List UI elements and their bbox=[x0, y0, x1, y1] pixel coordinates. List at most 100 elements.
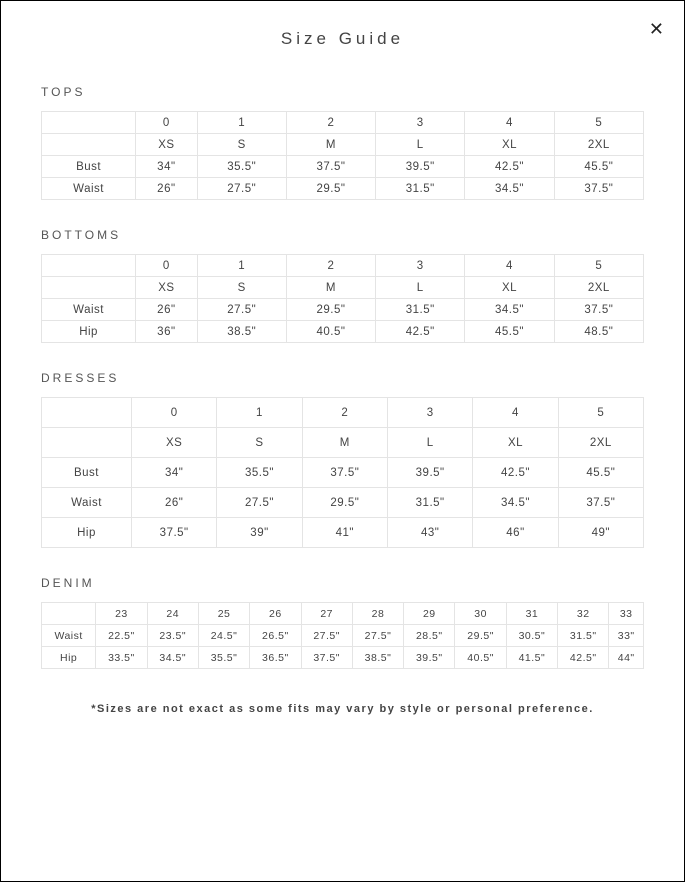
size-cell: 35.5" bbox=[197, 156, 286, 178]
col-size: 2XL bbox=[558, 428, 643, 458]
col-num: 2 bbox=[286, 112, 375, 134]
size-cell: 27.5" bbox=[217, 488, 302, 518]
size-cell: 23.5" bbox=[147, 625, 198, 647]
size-cell: 33" bbox=[609, 625, 644, 647]
size-cell: 31.5" bbox=[376, 178, 465, 200]
size-cell: 37.5" bbox=[286, 156, 375, 178]
size-cell: 28.5" bbox=[404, 625, 455, 647]
col-size: M bbox=[302, 428, 387, 458]
col-num: 0 bbox=[136, 112, 197, 134]
size-cell: 45.5" bbox=[558, 458, 643, 488]
size-cell: 37.5" bbox=[132, 518, 217, 548]
size-cell: 42.5" bbox=[465, 156, 554, 178]
blank-cell bbox=[42, 134, 136, 156]
row-label: Waist bbox=[42, 488, 132, 518]
blank-cell bbox=[42, 112, 136, 134]
size-cell: 40.5" bbox=[286, 321, 375, 343]
size-cell: 48.5" bbox=[554, 321, 643, 343]
section-label-dresses: DRESSES bbox=[41, 371, 644, 385]
col-num: 4 bbox=[465, 112, 554, 134]
size-cell: 42.5" bbox=[558, 647, 609, 669]
col-num: 3 bbox=[376, 112, 465, 134]
col-size: XS bbox=[132, 428, 217, 458]
row-label: Bust bbox=[42, 156, 136, 178]
size-cell: 29.5" bbox=[302, 488, 387, 518]
size-cell: 34" bbox=[132, 458, 217, 488]
col-num: 27 bbox=[301, 603, 352, 625]
col-num: 5 bbox=[554, 255, 643, 277]
size-cell: 31.5" bbox=[387, 488, 472, 518]
size-cell: 35.5" bbox=[198, 647, 249, 669]
section-label-tops: TOPS bbox=[41, 85, 644, 99]
size-cell: 35.5" bbox=[217, 458, 302, 488]
size-cell: 37.5" bbox=[554, 299, 643, 321]
col-num: 3 bbox=[376, 255, 465, 277]
size-cell: 41" bbox=[302, 518, 387, 548]
footnote: *Sizes are not exact as some fits may va… bbox=[41, 703, 644, 715]
blank-cell bbox=[42, 603, 96, 625]
size-cell: 34.5" bbox=[465, 178, 554, 200]
col-size: XS bbox=[136, 277, 197, 299]
size-cell: 45.5" bbox=[554, 156, 643, 178]
size-cell: 42.5" bbox=[376, 321, 465, 343]
col-num: 23 bbox=[96, 603, 147, 625]
col-size: L bbox=[376, 134, 465, 156]
col-num: 4 bbox=[473, 398, 558, 428]
size-cell: 34.5" bbox=[465, 299, 554, 321]
size-cell: 38.5" bbox=[352, 647, 403, 669]
size-cell: 29.5" bbox=[286, 178, 375, 200]
size-cell: 36.5" bbox=[250, 647, 301, 669]
row-label: Waist bbox=[42, 625, 96, 647]
col-size: XL bbox=[465, 277, 554, 299]
size-cell: 39.5" bbox=[404, 647, 455, 669]
modal-title: Size Guide bbox=[41, 29, 644, 49]
size-cell: 37.5" bbox=[301, 647, 352, 669]
size-cell: 39.5" bbox=[376, 156, 465, 178]
close-icon[interactable]: ✕ bbox=[649, 19, 664, 40]
row-label: Hip bbox=[42, 518, 132, 548]
col-num: 25 bbox=[198, 603, 249, 625]
col-num: 24 bbox=[147, 603, 198, 625]
blank-cell bbox=[42, 428, 132, 458]
row-label: Hip bbox=[42, 647, 96, 669]
size-cell: 34.5" bbox=[147, 647, 198, 669]
size-cell: 31.5" bbox=[376, 299, 465, 321]
col-num: 5 bbox=[558, 398, 643, 428]
size-cell: 40.5" bbox=[455, 647, 506, 669]
col-num: 3 bbox=[387, 398, 472, 428]
row-label: Bust bbox=[42, 458, 132, 488]
col-num: 32 bbox=[558, 603, 609, 625]
row-label: Hip bbox=[42, 321, 136, 343]
size-cell: 27.5" bbox=[352, 625, 403, 647]
size-guide-modal: ✕ Size Guide TOPS 012345XSSMLXL2XLBust34… bbox=[0, 0, 685, 882]
section-label-denim: DENIM bbox=[41, 576, 644, 590]
col-size: S bbox=[197, 134, 286, 156]
row-label: Waist bbox=[42, 178, 136, 200]
size-cell: 42.5" bbox=[473, 458, 558, 488]
denim-table: 2324252627282930313233Waist22.5"23.5"24.… bbox=[41, 602, 644, 669]
size-cell: 26" bbox=[132, 488, 217, 518]
col-num: 1 bbox=[217, 398, 302, 428]
col-num: 5 bbox=[554, 112, 643, 134]
size-cell: 26.5" bbox=[250, 625, 301, 647]
col-num: 1 bbox=[197, 112, 286, 134]
size-cell: 26" bbox=[136, 299, 197, 321]
col-size: L bbox=[376, 277, 465, 299]
size-cell: 30.5" bbox=[506, 625, 557, 647]
size-cell: 39" bbox=[217, 518, 302, 548]
size-cell: 37.5" bbox=[558, 488, 643, 518]
size-cell: 45.5" bbox=[465, 321, 554, 343]
col-num: 30 bbox=[455, 603, 506, 625]
size-cell: 29.5" bbox=[286, 299, 375, 321]
size-cell: 46" bbox=[473, 518, 558, 548]
col-num: 2 bbox=[286, 255, 375, 277]
tops-table: 012345XSSMLXL2XLBust34"35.5"37.5"39.5"42… bbox=[41, 111, 644, 200]
size-cell: 27.5" bbox=[197, 178, 286, 200]
col-size: S bbox=[197, 277, 286, 299]
col-num: 2 bbox=[302, 398, 387, 428]
size-cell: 27.5" bbox=[197, 299, 286, 321]
col-num: 1 bbox=[197, 255, 286, 277]
col-num: 26 bbox=[250, 603, 301, 625]
size-cell: 36" bbox=[136, 321, 197, 343]
size-cell: 37.5" bbox=[554, 178, 643, 200]
